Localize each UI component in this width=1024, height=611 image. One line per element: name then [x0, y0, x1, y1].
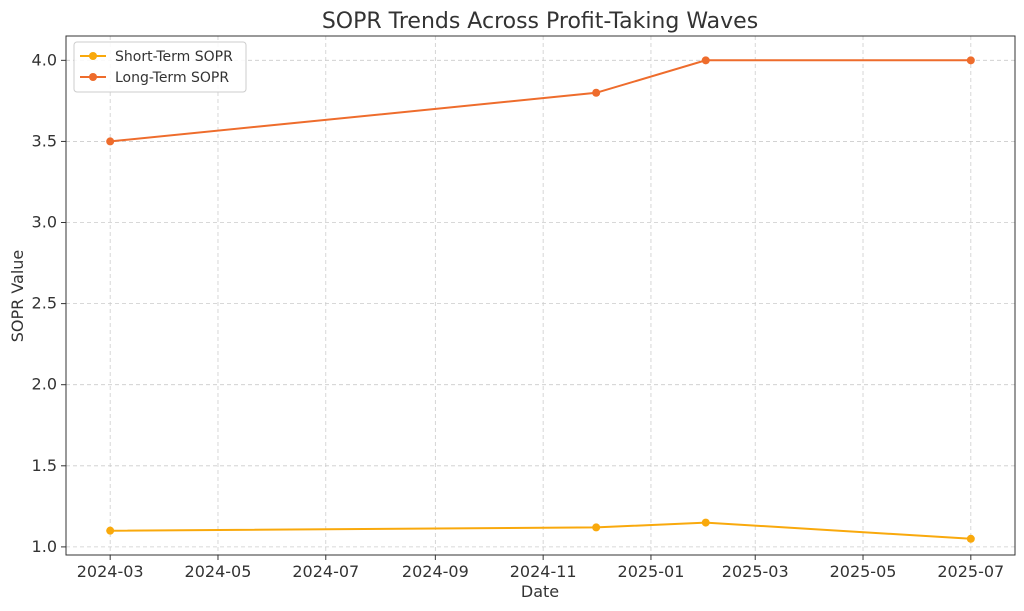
x-tick-label: 2024-07	[292, 562, 359, 581]
ticks: 2024-03 2024-05 2024-07 2024-09 2024-11 2025-…	[32, 50, 1005, 581]
series-1	[106, 56, 975, 146]
legend-marker	[89, 52, 97, 60]
data-point	[701, 518, 710, 527]
x-tick-label: 2025-03	[722, 562, 789, 581]
x-axis-label: Date	[521, 582, 559, 601]
y-tick-label: 2.0	[32, 375, 57, 394]
x-tick-label: 2025-01	[618, 562, 685, 581]
x-tick-label: 2024-03	[77, 562, 144, 581]
legend-label: Long-Term SOPR	[115, 70, 229, 86]
legend-label: Short-Term SOPR	[115, 49, 233, 65]
y-tick-label: 1.0	[32, 537, 57, 556]
data-point	[966, 56, 975, 65]
series-line	[110, 521, 971, 540]
series-line	[110, 59, 971, 143]
grid	[66, 36, 1015, 555]
x-tick-label: 2024-05	[185, 562, 252, 581]
legend-box	[73, 41, 247, 93]
plot-frame	[65, 35, 1016, 556]
data-point	[966, 534, 975, 543]
x-tick-label: 2024-11	[510, 562, 577, 581]
legend: Short-Term SOPR Long-Term SOPR	[73, 41, 247, 93]
chart-title: SOPR Trends Across Profit-Taking Waves	[322, 9, 758, 34]
data-point	[106, 526, 115, 535]
x-tick-label: 2025-05	[830, 562, 897, 581]
y-tick-label: 2.5	[32, 294, 57, 313]
y-tick-label: 4.0	[32, 50, 57, 69]
series-0	[106, 518, 975, 543]
legend-marker	[89, 73, 97, 81]
data-point	[592, 88, 601, 97]
y-axis-label: SOPR Value	[8, 250, 27, 343]
y-tick-label: 1.5	[32, 456, 57, 475]
y-tick-label: 3.5	[32, 131, 57, 150]
y-tick-label: 3.0	[32, 213, 57, 232]
data-point	[592, 523, 601, 532]
data-point	[701, 56, 710, 65]
series-layer	[106, 56, 975, 543]
data-point	[106, 137, 115, 146]
x-tick-label: 2025-07	[937, 562, 1004, 581]
x-tick-label: 2024-09	[402, 562, 469, 581]
